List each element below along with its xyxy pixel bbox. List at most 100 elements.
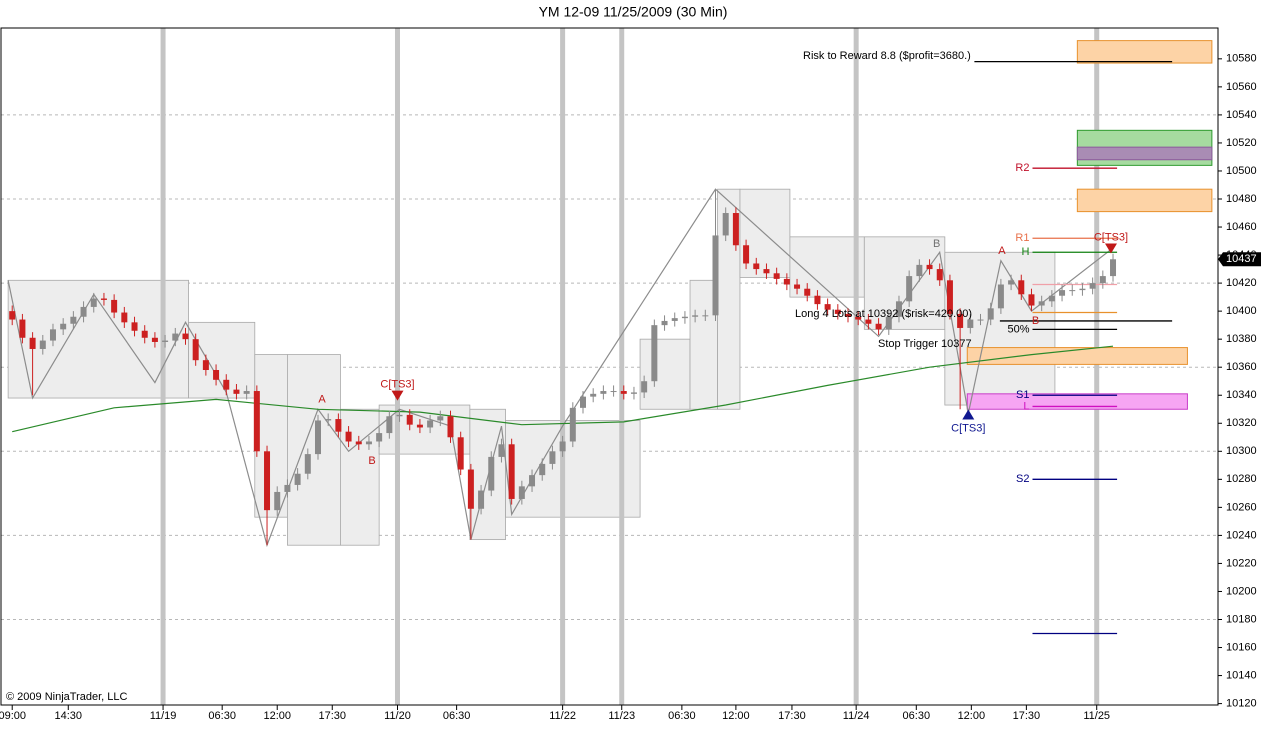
candle-body — [794, 284, 801, 289]
y-tick-label: 10180 — [1226, 613, 1257, 625]
candle-body — [437, 416, 444, 421]
annotation: Stop Trigger 10377 — [878, 338, 972, 350]
y-tick-label: 10500 — [1226, 165, 1257, 177]
candle-body — [447, 416, 454, 438]
candle-body — [478, 490, 485, 509]
x-tick-label: 11/25 — [1083, 710, 1110, 722]
candle-body — [121, 312, 128, 323]
y-tick-label: 10580 — [1226, 53, 1257, 65]
y-tick-label: 10220 — [1226, 557, 1257, 569]
candle-body — [416, 424, 423, 428]
x-tick-label: 17:30 — [778, 710, 806, 722]
x-tick-label: 11/24 — [843, 710, 870, 722]
candle-body — [834, 309, 841, 314]
y-tick-label: 10160 — [1226, 641, 1257, 653]
zone — [1076, 40, 1213, 64]
candle-body — [692, 315, 699, 317]
candle-body — [100, 298, 107, 300]
candle-body — [111, 299, 118, 313]
candle-body — [814, 295, 821, 305]
candle-body — [213, 370, 220, 380]
candle-body — [875, 323, 882, 330]
candle-body — [70, 316, 77, 324]
candle-body — [498, 444, 505, 457]
x-tick-label: 12:00 — [722, 710, 750, 722]
x-tick-label: 12:00 — [263, 710, 291, 722]
zone — [1076, 188, 1213, 213]
x-tick-label: 17:30 — [1013, 710, 1041, 722]
candle-body — [600, 391, 607, 394]
swing-label: B — [1032, 315, 1039, 327]
channel-box — [340, 408, 380, 546]
candle-body — [386, 416, 393, 434]
level-label: H — [1022, 246, 1030, 258]
x-tick-label: 12:00 — [958, 710, 986, 722]
candle-body — [162, 340, 169, 342]
candle-body — [702, 315, 709, 317]
candle-body — [365, 441, 372, 445]
x-tick-label: 14:30 — [55, 710, 83, 722]
candle-body — [712, 235, 719, 316]
candle-body — [314, 420, 321, 455]
candle-body — [284, 484, 291, 492]
candle-body — [763, 269, 770, 274]
x-tick-label: 11/22 — [549, 710, 576, 722]
candle-body — [223, 379, 230, 390]
candle-body — [325, 419, 332, 421]
candle-body — [253, 391, 260, 452]
candle-body — [294, 473, 301, 485]
candle-body — [488, 456, 495, 491]
candle-body — [957, 313, 964, 328]
candle-body — [885, 316, 892, 330]
x-tick-label: 06:30 — [443, 710, 471, 722]
candle-body — [427, 420, 434, 428]
signal-marker — [391, 390, 404, 401]
candle-body — [1028, 294, 1035, 306]
candle-body — [661, 320, 668, 326]
candle-body — [467, 469, 474, 509]
candle-body — [376, 433, 383, 442]
candle-body — [559, 441, 566, 452]
y-tick-label: 10380 — [1226, 333, 1257, 345]
candle-body — [529, 475, 536, 487]
x-tick-label: 11/19 — [150, 710, 177, 722]
x-tick-label: 06:30 — [903, 710, 931, 722]
candle-body — [732, 213, 739, 246]
zone — [966, 393, 1188, 410]
candle-body — [1059, 290, 1066, 296]
candle-body — [671, 318, 678, 321]
candle-body — [457, 437, 464, 470]
y-tick-label: 10280 — [1226, 473, 1257, 485]
candle-body — [743, 245, 750, 264]
candle-body — [90, 298, 97, 307]
channel-box — [944, 251, 1056, 406]
candle-body — [518, 486, 525, 499]
candle-body — [355, 441, 362, 445]
candle-body — [172, 333, 179, 341]
x-tick-label: 11/23 — [608, 710, 635, 722]
candle-body — [406, 414, 413, 425]
annotation: Risk to Reward 8.8 ($profit=3680.) — [803, 50, 971, 62]
y-tick-label: 10240 — [1226, 529, 1257, 541]
candle-body — [579, 396, 586, 408]
candle-body — [641, 381, 648, 393]
candle-body — [987, 308, 994, 320]
candle-body — [926, 264, 933, 270]
zigzag-line — [7, 188, 1112, 548]
y-tick-label: 10480 — [1226, 193, 1257, 205]
plot-border — [0, 27, 1219, 706]
candle-body — [345, 431, 352, 442]
level-label: R1 — [1015, 232, 1029, 244]
y-tick-label: 10340 — [1226, 389, 1257, 401]
candle-body — [753, 263, 760, 270]
candle-body — [19, 319, 26, 338]
candle-body — [916, 264, 923, 277]
candle-body — [610, 391, 617, 393]
y-tick-label: 10320 — [1226, 417, 1257, 429]
candle-body — [233, 389, 240, 394]
candle-body — [1038, 301, 1045, 306]
candle-body — [895, 301, 902, 317]
candle-body — [977, 319, 984, 321]
candle-body — [936, 269, 943, 281]
